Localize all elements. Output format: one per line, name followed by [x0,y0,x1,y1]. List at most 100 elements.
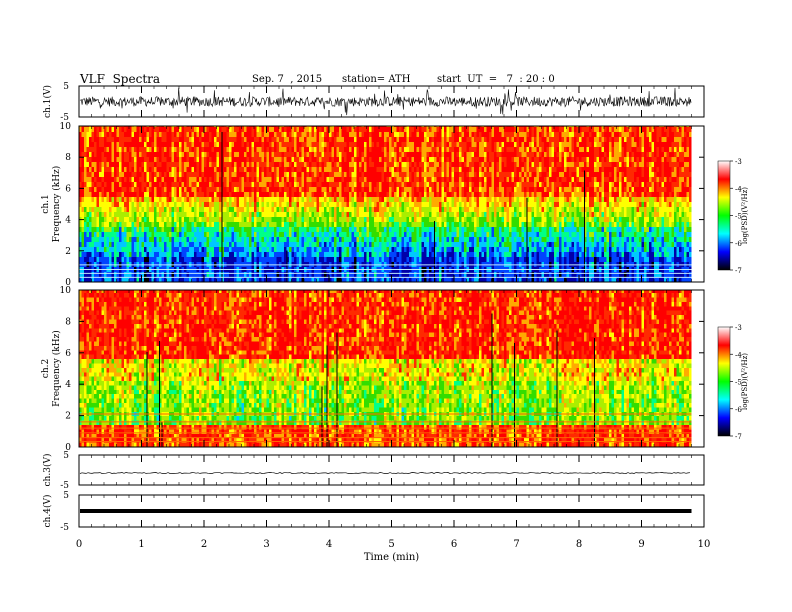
spectrogram-column [141,127,144,198]
spectrogram-column [299,197,302,213]
spectrogram-column [276,420,279,425]
spectrogram-column [86,367,89,425]
spectrogram-column [101,147,104,188]
colorbar-tick-label: -7 [735,433,742,441]
spectrogram-column [191,359,194,421]
spectrogram-column [339,237,342,243]
spectrogram-column [91,126,94,198]
spectrogram-column [391,385,394,425]
spectrogram-column [259,227,262,252]
spectrogram-column [509,207,512,228]
spectrogram-column [231,252,234,282]
spectrogram-column [84,126,87,188]
spectrogram-column [371,293,374,434]
spectrogram-column [259,363,262,377]
spectrogram-column [214,162,217,193]
spectrogram-column [476,403,479,417]
spectrogram-column [439,290,442,447]
spectrogram-column [391,359,394,386]
spectrogram-column [156,222,159,233]
spectrogram-column [371,257,374,282]
spectrogram-column [639,293,642,443]
spectrogram-column [166,126,169,203]
spectrogram-column [394,237,397,267]
spectrogram-column [316,381,319,403]
spectrogram-column [644,367,647,408]
spectrogram-column [331,137,334,198]
spectrogram-column [634,227,637,252]
spectrogram-column [459,147,462,198]
spectrogram-column [286,212,289,218]
spectrogram-column [519,290,522,443]
spectrogram-column [671,127,674,193]
spectrogram-column [439,242,442,282]
spectrogram-column [359,237,362,257]
spectrogram-column [424,126,427,133]
spectrogram-column [566,277,569,282]
spectrogram-column [339,212,342,228]
spectrogram-column [119,290,122,443]
spectrogram-column [616,398,619,425]
colorbar-tick-label: -3 [735,324,742,332]
spectrogram-column [686,232,689,252]
spectrogram-column [459,237,462,252]
spectrogram-column [609,232,612,282]
spectrogram-column [496,323,499,439]
spectrogram-column [489,126,492,188]
spectrogram-column [109,207,112,213]
spectrogram-column [501,389,504,395]
spectrogram-column [179,293,182,434]
spectrogram-column [576,127,579,183]
spectrogram-column [401,162,404,203]
spectrogram-column [294,297,297,447]
spectrogram-column [419,217,422,223]
spectrogram-column [481,227,484,257]
spectrogram-column [224,202,227,228]
waveform-axis-label: ch.4(V) [42,495,53,528]
spectrogram-column [254,127,257,203]
spectrogram-column [616,127,619,208]
spectrogram-column [276,237,279,257]
spectrogram-column [111,237,114,252]
spectrogram-column [161,372,164,425]
spectrogram-column [99,297,102,447]
spectrogram-column [534,127,537,178]
spectrogram-column [229,126,232,198]
spectrogram-column [294,232,297,272]
spectrogram-column [654,222,657,228]
spectrogram-column [601,290,604,443]
spectrogram-column [194,293,197,430]
spectrogram-column [631,197,634,203]
spectrogram-column [136,212,139,218]
spectrogram-column [609,367,612,425]
spectrogram-column [629,359,632,399]
spectrogram-column [351,222,354,233]
spectrogram-column [431,363,434,425]
spectrogram-column [434,221,436,282]
spectrogram-column [684,297,687,443]
spectrogram-column [604,332,607,443]
spectrogram-column [574,227,577,252]
spectrogram-column [386,207,389,213]
spectrogram-column [214,389,217,412]
spectrogram-column [239,247,242,277]
spectrogram-column [299,212,302,228]
spectrogram-column [351,126,354,193]
spectrogram-column [214,222,217,233]
spectrogram-column [374,385,377,421]
spectrogram-column [624,127,627,188]
spectrogram-column [194,385,197,425]
y-tick-label: 2 [65,412,71,422]
spectrogram-column [266,354,269,377]
spectrogram-column [654,290,657,329]
spectrogram-column [124,227,127,252]
spectrogram-column [534,126,537,203]
spectrogram-column [516,290,519,447]
spectrogram-column [296,127,299,218]
spectrogram-column [674,126,677,198]
spectrogram-column [544,237,547,243]
spectrogram-column [129,137,132,193]
spectrogram-column [231,212,234,223]
spectrogram-column [306,359,309,425]
spectrogram-column [111,242,114,267]
